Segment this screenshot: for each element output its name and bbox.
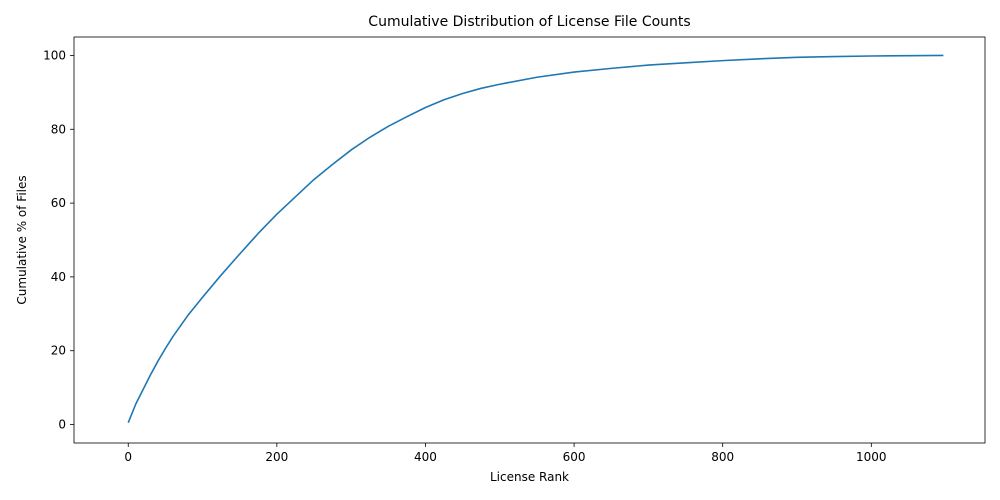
y-tick-label: 60 [51, 196, 66, 210]
y-axis-title: Cumulative % of Files [15, 175, 29, 304]
x-tick-label: 800 [711, 450, 734, 464]
x-tick-label: 400 [414, 450, 437, 464]
chart-title: Cumulative Distribution of License File … [368, 14, 690, 30]
x-axis: 0 200 400 600 800 1000 [124, 443, 887, 464]
x-tick-label: 0 [124, 450, 132, 464]
y-tick-label: 40 [51, 270, 66, 284]
axes-frame [73, 36, 986, 444]
series-line [127, 54, 944, 423]
y-tick-label: 20 [51, 344, 66, 358]
x-axis-title: License Rank [490, 470, 569, 484]
x-tick-label: 1000 [856, 450, 887, 464]
x-tick-label: 200 [265, 450, 288, 464]
y-tick-label: 0 [58, 418, 66, 432]
x-tick-label: 600 [563, 450, 586, 464]
y-axis: 0 20 40 60 80 100 [43, 48, 74, 432]
plot-area [127, 54, 944, 423]
y-tick-label: 100 [43, 48, 66, 62]
y-tick-label: 80 [51, 122, 66, 136]
